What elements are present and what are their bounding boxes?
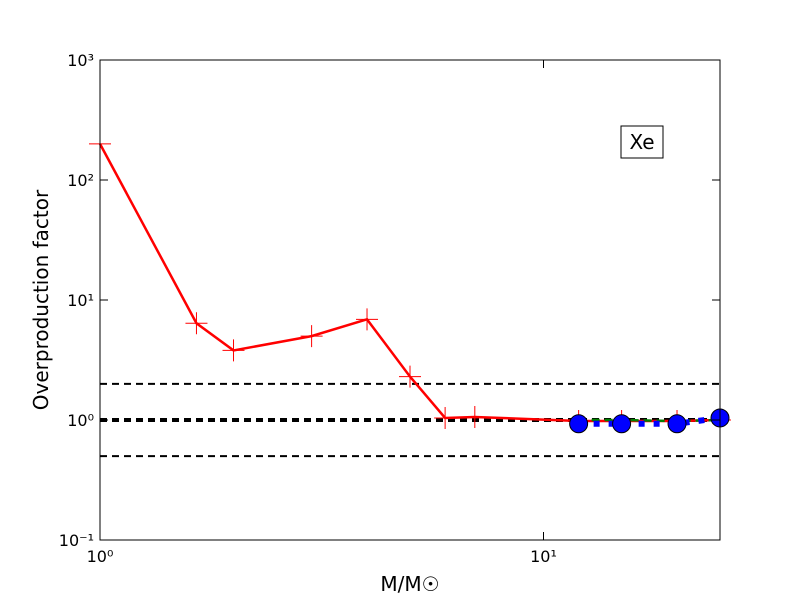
y-tick-label: 10⁰ (67, 411, 94, 430)
x-tick-label: 10¹ (530, 547, 557, 566)
y-tick-label: 10⁻¹ (59, 531, 94, 550)
circle-marker (667, 414, 687, 434)
annotation: Xe (629, 130, 654, 154)
plus-marker (222, 339, 245, 362)
plus-marker (399, 365, 421, 388)
plus-marker (434, 406, 457, 429)
plus-marker (356, 308, 379, 331)
x-axis-label: M/M☉ (380, 572, 439, 596)
plot (89, 132, 731, 458)
annotation-box (620, 125, 664, 159)
plus-marker (300, 325, 323, 348)
circle-marker (612, 414, 632, 434)
series-line (578, 414, 721, 427)
plus-marker (463, 405, 486, 428)
x-tick-label: 10⁰ (87, 547, 114, 566)
circle-marker (569, 414, 589, 434)
y-tick-label: 10³ (67, 51, 94, 70)
plus-marker (185, 312, 208, 335)
y-axis-label: Overproduction factor (29, 189, 53, 410)
y-tick-label: 10¹ (67, 291, 94, 310)
y-tick-label: 10² (67, 171, 94, 190)
